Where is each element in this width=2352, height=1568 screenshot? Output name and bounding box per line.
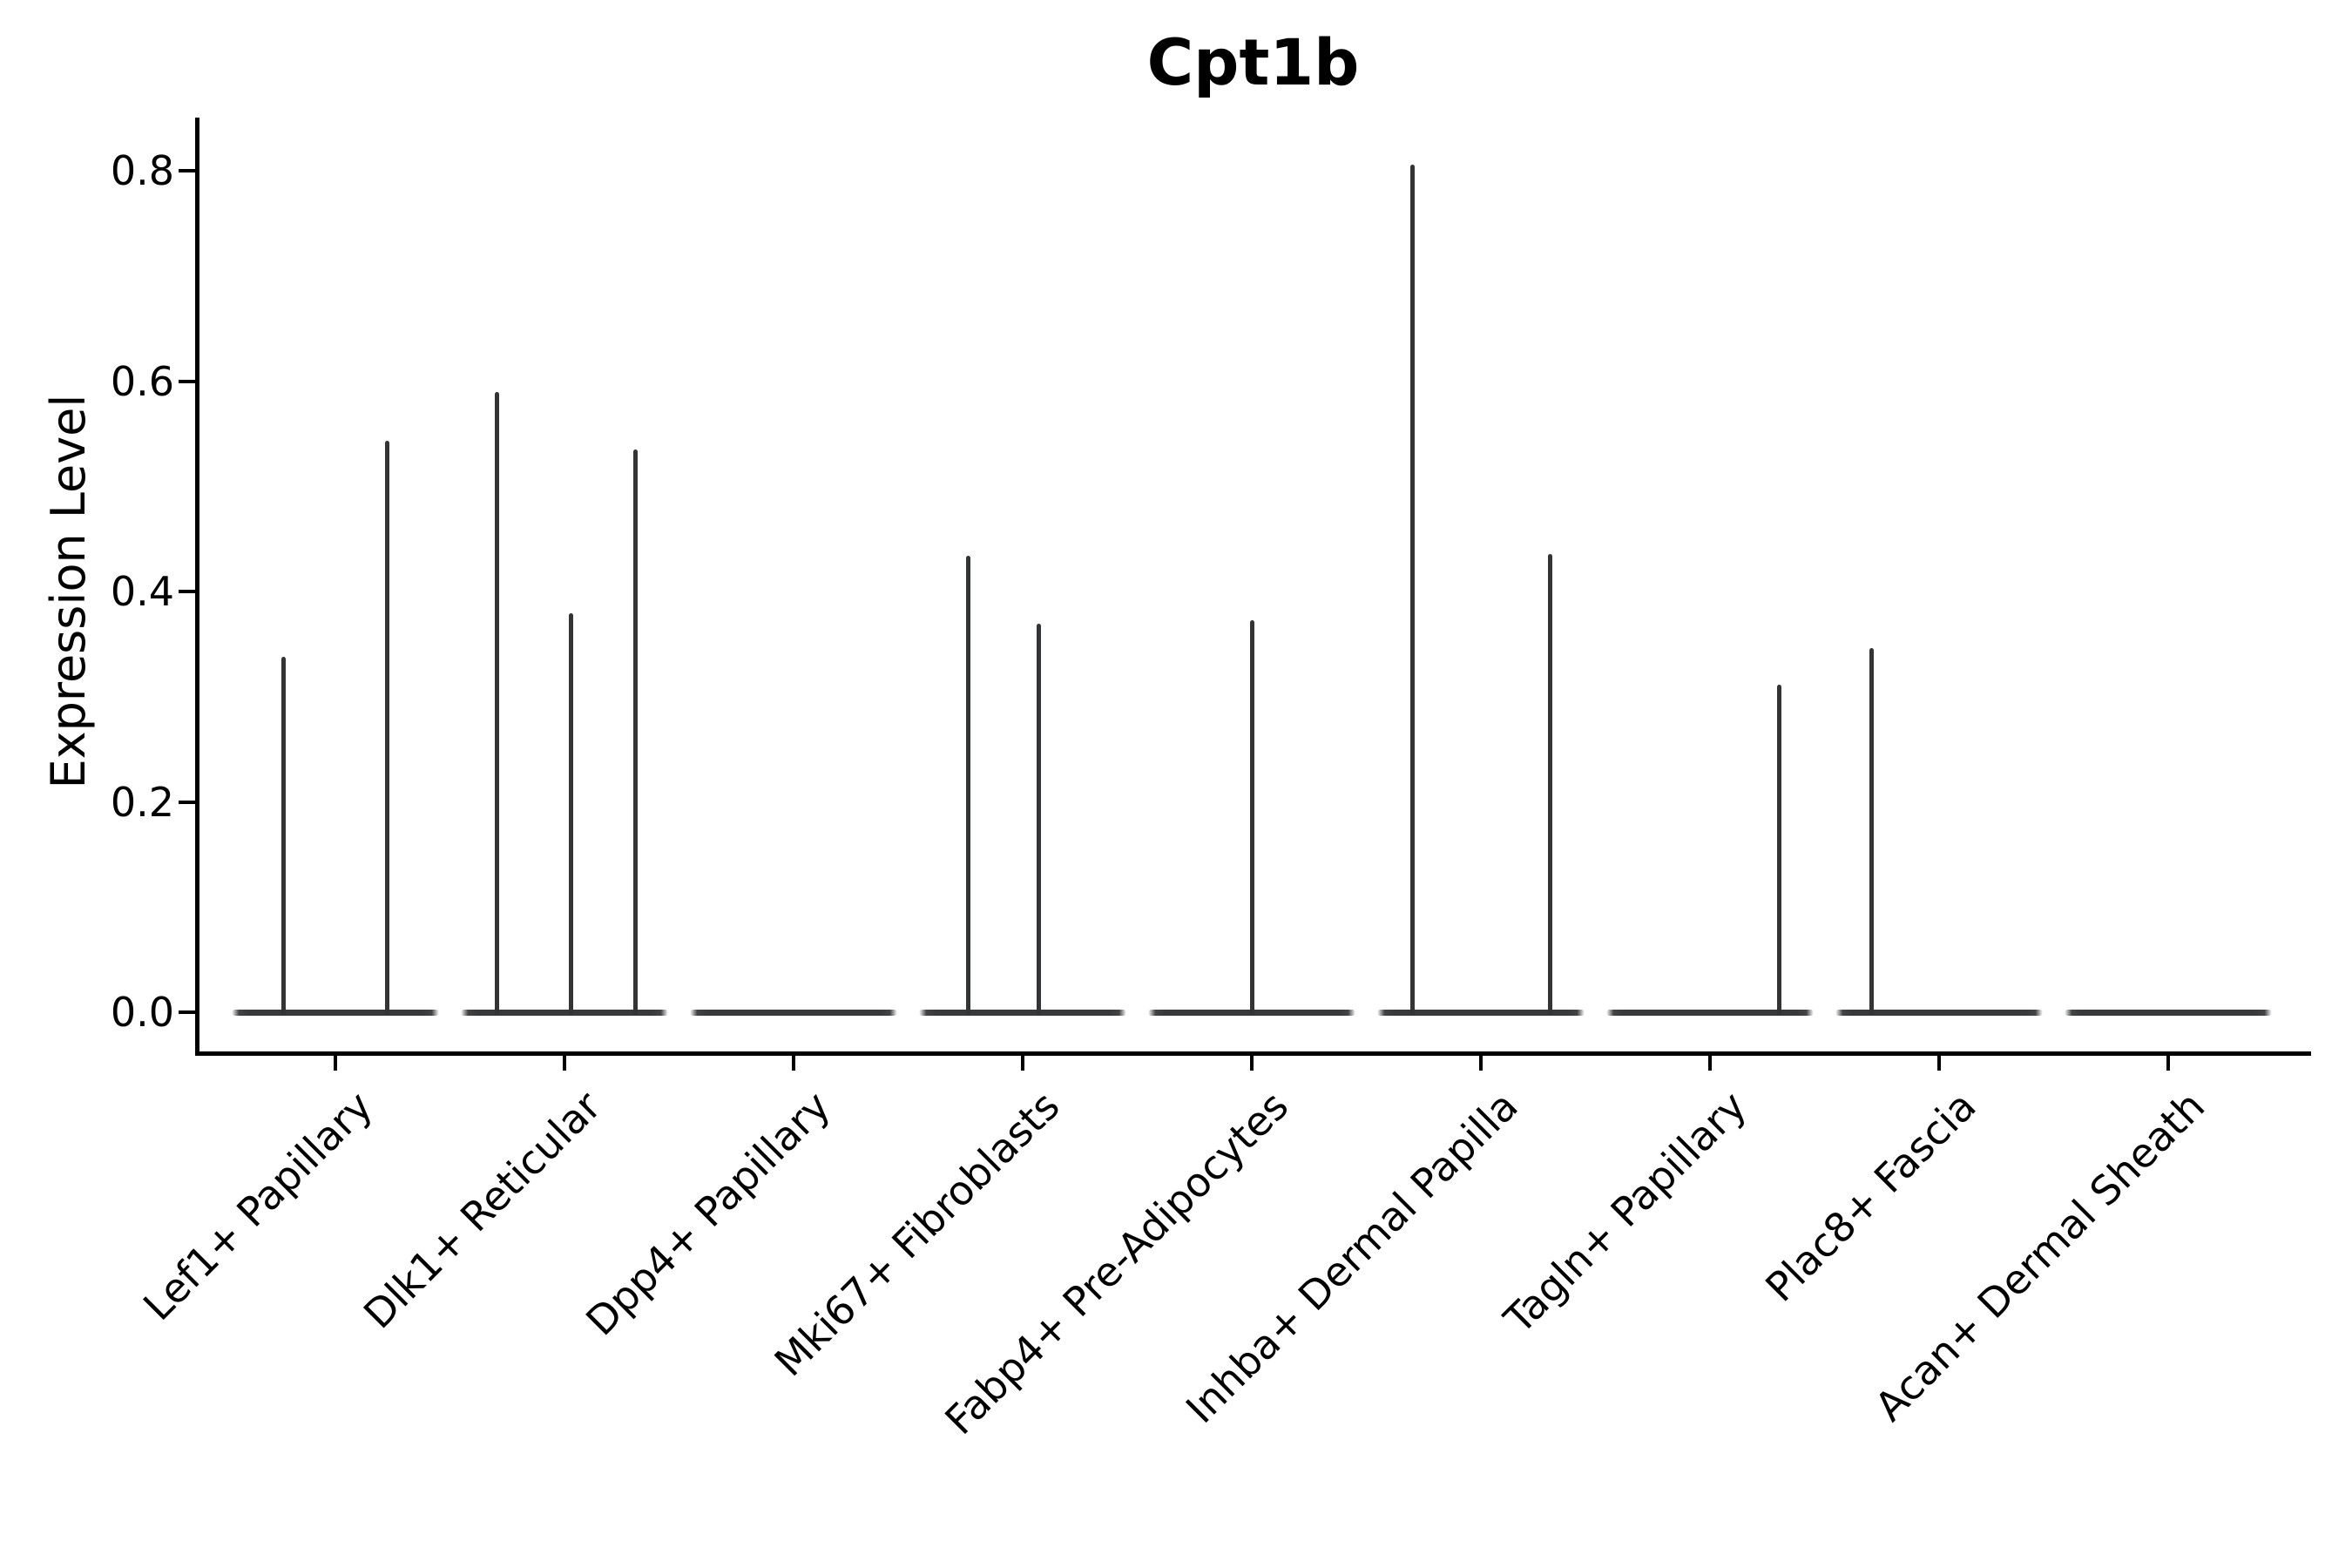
violin-baseline bbox=[2065, 1009, 2272, 1016]
violin-spike bbox=[965, 555, 970, 1015]
violin-spike bbox=[568, 613, 573, 1015]
y-tick-label: 0.8 bbox=[110, 147, 174, 194]
x-tick-label: Tagln+ Papillary bbox=[1495, 1082, 1756, 1343]
y-tick-mark bbox=[179, 590, 195, 593]
y-tick-label: 0.2 bbox=[110, 778, 174, 826]
violin-spike bbox=[384, 441, 389, 1015]
violin-spike bbox=[1776, 685, 1781, 1015]
violin-spike bbox=[1869, 648, 1874, 1015]
x-tick-mark bbox=[334, 1056, 337, 1071]
y-tick-label: 0.6 bbox=[110, 357, 174, 405]
x-axis-spine bbox=[195, 1051, 2311, 1056]
x-tick-mark bbox=[2166, 1056, 2170, 1071]
x-tick-mark bbox=[1937, 1056, 1941, 1071]
violin-baseline bbox=[919, 1009, 1126, 1016]
violin-baseline bbox=[690, 1009, 897, 1016]
x-tick-mark bbox=[792, 1056, 795, 1071]
y-axis-spine bbox=[195, 118, 199, 1056]
x-tick-mark bbox=[1250, 1056, 1254, 1071]
chart-title: Cpt1b bbox=[1146, 26, 1360, 100]
y-tick-label: 0.4 bbox=[110, 568, 174, 615]
violin-spike bbox=[1409, 164, 1415, 1015]
x-tick-mark bbox=[1708, 1056, 1712, 1071]
y-tick-mark bbox=[179, 169, 195, 172]
violin-spike bbox=[280, 656, 286, 1015]
x-tick-label: Dpp4+ Papillary bbox=[577, 1082, 840, 1345]
violin-baseline bbox=[1835, 1009, 2043, 1016]
violin-spike bbox=[632, 449, 638, 1015]
y-tick-mark bbox=[179, 379, 195, 383]
violin-spike bbox=[1547, 553, 1552, 1015]
x-tick-mark bbox=[563, 1056, 566, 1071]
violin-baseline bbox=[1377, 1009, 1585, 1016]
y-axis-label: Expression Level bbox=[41, 394, 96, 789]
x-tick-mark bbox=[1021, 1056, 1024, 1071]
x-tick-mark bbox=[1479, 1056, 1483, 1071]
y-tick-label: 0.0 bbox=[110, 989, 174, 1036]
y-tick-mark bbox=[179, 800, 195, 804]
x-tick-label: Dlk1+ Reticular bbox=[355, 1082, 611, 1338]
x-tick-label: Plac8+ Fascia bbox=[1756, 1082, 1985, 1311]
violin-baseline bbox=[1606, 1009, 1814, 1016]
y-tick-mark bbox=[179, 1010, 195, 1014]
violin-spike bbox=[494, 391, 499, 1015]
x-tick-label: Lef1+ Papillary bbox=[133, 1082, 382, 1330]
violin-baseline bbox=[232, 1009, 439, 1016]
violin-spike bbox=[1036, 624, 1041, 1015]
violin-baseline bbox=[461, 1009, 668, 1016]
violin-spike bbox=[1249, 619, 1254, 1015]
